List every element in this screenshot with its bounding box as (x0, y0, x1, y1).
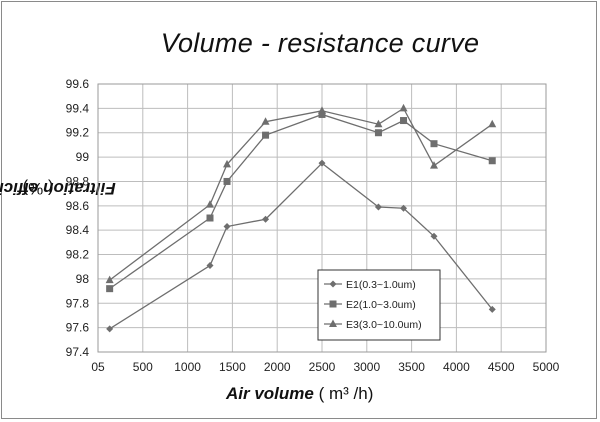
x-tick-label: 500 (133, 360, 153, 374)
diamond-marker (106, 325, 114, 333)
chart-title: Volume - resistance curve (160, 28, 480, 58)
triangle-marker (399, 103, 408, 112)
series-3 (105, 103, 497, 284)
y-tick-label: 99.4 (66, 101, 90, 115)
diamond-marker (206, 262, 214, 270)
square-marker (262, 131, 270, 139)
x-axis-label: Air volume ( m³ /h) (226, 384, 373, 404)
diamond-marker (329, 280, 337, 288)
square-marker (318, 110, 326, 118)
square-marker (329, 300, 337, 308)
legend-box (317, 269, 441, 341)
diamond-marker (400, 204, 408, 212)
square-marker (488, 157, 496, 165)
triangle-marker (105, 275, 114, 284)
diamond-marker (223, 223, 231, 231)
triangle-marker (488, 119, 497, 128)
square-marker (400, 117, 408, 125)
square-marker (206, 214, 214, 222)
triangle-marker (430, 161, 438, 169)
x-tick-label: 1000 (174, 360, 201, 374)
x-axis-label-unit: ( m³ /h) (318, 384, 374, 403)
square-marker (223, 177, 231, 185)
series-layer (105, 103, 497, 333)
y-tick-label: 97.4 (66, 345, 90, 359)
triangle-marker (318, 106, 326, 114)
y-tick-label: 99.6 (66, 77, 90, 91)
x-tick-label: 1500 (219, 360, 246, 374)
legend-entry: E3(3.0~10.0um) (346, 319, 422, 331)
x-tick-label: 05 (91, 360, 105, 374)
y-tick-label: 98.8 (66, 174, 90, 188)
y-tick-label: 98 (76, 272, 90, 286)
legend-entry: E1(0.3~1.0um) (346, 279, 416, 291)
x-tick-label: 5000 (533, 360, 560, 374)
x-tick-label: 4000 (443, 360, 470, 374)
legend-entry: E2(1.0~3.0um) (346, 299, 416, 311)
y-tick-label: 98.2 (66, 248, 90, 262)
series-1 (106, 159, 496, 333)
x-tick-label: 3000 (353, 360, 380, 374)
x-tick-label: 2500 (309, 360, 336, 374)
axis-layer: 97.4 97.6 97.8 98 98.2 98.4 98.6 98.8 99 99.2 99.4… (66, 77, 560, 374)
legend-layer: E1(0.3~1.0um) E2(1.0~3.0um) E3(3.0~10.0um) (317, 269, 441, 341)
square-marker (106, 285, 114, 293)
x-tick-label: 4500 (488, 360, 515, 374)
diamond-marker (374, 203, 382, 211)
y-tick-label: 99.2 (66, 126, 90, 140)
y-tick-label: 99 (76, 150, 90, 164)
x-tick-label: 3500 (398, 360, 425, 374)
square-marker (430, 140, 438, 148)
triangle-marker (329, 319, 337, 327)
diamond-marker (262, 215, 270, 223)
series-2 (106, 110, 496, 293)
triangle-marker (261, 117, 270, 125)
y-tick-label: 98.4 (66, 223, 90, 237)
triangle-marker (374, 119, 383, 128)
x-axis-label-text: Air volume (226, 384, 314, 403)
y-tick-label: 98.6 (66, 199, 90, 213)
diamond-marker (488, 305, 496, 313)
triangle-marker (223, 159, 232, 168)
y-tick-label: 97.6 (66, 321, 90, 335)
triangle-marker (206, 200, 214, 208)
diamond-marker (430, 232, 438, 240)
y-tick-label: 97.8 (66, 296, 90, 310)
square-marker (374, 129, 382, 137)
plot-border (97, 83, 547, 353)
diamond-marker (318, 159, 326, 167)
x-tick-label: 2000 (264, 360, 291, 374)
